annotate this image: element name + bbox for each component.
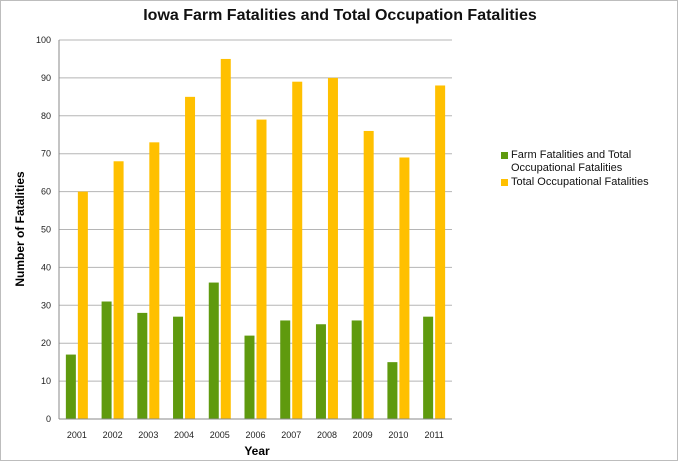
bar-farm-2005 [208,282,219,419]
legend: Farm Fatalities and Total Occupational F… [501,149,671,190]
bar-total-2003 [149,142,160,419]
y-tick-label: 30 [41,300,51,310]
x-tick-label: 2003 [138,430,158,440]
y-tick-label: 100 [36,35,51,45]
bar-farm-2011 [423,316,434,419]
x-tick-label: 2010 [388,430,408,440]
bar-farm-2006 [244,335,255,419]
y-tick-label: 70 [41,149,51,159]
bar-farm-2007 [280,320,291,419]
x-axis-label: Year [244,444,270,458]
x-tick-label: 2002 [103,430,123,440]
bar-total-2002 [113,161,124,419]
bar-farm-2009 [351,320,362,419]
x-tick-label: 2011 [424,430,443,440]
legend-swatch [501,152,508,159]
bar-total-2006 [256,119,267,419]
y-tick-label: 80 [41,111,51,121]
legend-item: Total Occupational Fatalities [501,176,671,189]
bars-layer [65,58,446,420]
x-tick-label: 2001 [67,430,87,440]
bar-total-2004 [185,96,196,419]
bar-total-2001 [77,191,88,419]
y-tick-label: 60 [41,187,51,197]
bar-farm-2003 [137,312,148,419]
bar-farm-2002 [101,301,112,419]
axis-layer: 0 10 20 30 40 50 60 70 80 90 100 2001 2002 2003 2004 20… [36,35,452,440]
x-tick-label: 2005 [210,430,230,440]
legend-item: Farm Fatalities and Total Occupational F… [501,149,671,175]
bar-farm-2008 [315,324,326,419]
chart-title: Iowa Farm Fatalities and Total Occupatio… [143,7,537,24]
y-tick-label: 20 [41,338,51,348]
legend-label: Total Occupational Fatalities [511,176,649,188]
y-tick-label: 40 [41,262,51,272]
x-tick-label: 2006 [245,430,265,440]
y-axis-label: Number of Fatalities [13,171,27,287]
bar-total-2009 [363,130,374,419]
bar-total-2005 [220,58,231,419]
legend-swatch [501,179,508,186]
bar-total-2007 [292,81,303,419]
y-tick-label: 0 [46,414,51,424]
bar-farm-2001 [65,354,76,419]
bar-farm-2004 [173,316,184,419]
x-tick-label: 2004 [174,430,194,440]
bar-total-2011 [435,85,446,419]
y-tick-label: 90 [41,73,51,83]
x-tick-label: 2008 [317,430,337,440]
x-tick-label: 2009 [353,430,373,440]
bar-farm-2010 [387,362,398,419]
bar-total-2008 [327,77,338,420]
x-tick-label: 2007 [281,430,301,440]
legend-label: Farm Fatalities and Total Occupational F… [511,149,632,174]
y-tick-label: 50 [41,225,51,235]
bar-total-2010 [399,157,410,420]
y-tick-label: 10 [41,376,51,386]
